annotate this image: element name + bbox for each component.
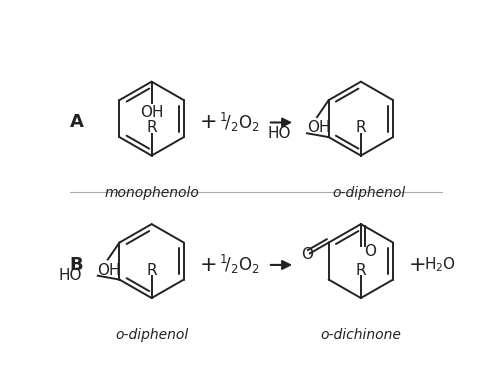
Text: B: B: [70, 256, 84, 274]
Text: o-diphenol: o-diphenol: [115, 328, 188, 342]
Text: +: +: [200, 113, 217, 133]
Text: +: +: [200, 255, 217, 275]
Text: OH: OH: [307, 121, 330, 135]
Text: O: O: [301, 247, 313, 262]
Text: O: O: [364, 244, 376, 259]
Text: R: R: [146, 263, 157, 278]
Text: OH: OH: [140, 105, 164, 120]
Text: o-dichinone: o-dichinone: [320, 328, 402, 342]
Text: $\mathregular{^{1}\!/_{2}}$O$_\mathregular{2}$: $\mathregular{^{1}\!/_{2}}$O$_\mathregul…: [219, 111, 260, 134]
Text: $\mathregular{^{1}\!/_{2}}$O$_\mathregular{2}$: $\mathregular{^{1}\!/_{2}}$O$_\mathregul…: [219, 254, 260, 276]
Text: monophenolo: monophenolo: [104, 186, 199, 200]
Text: HO: HO: [58, 268, 82, 283]
Text: R: R: [146, 121, 157, 135]
Text: o-diphenol: o-diphenol: [332, 186, 405, 200]
Text: R: R: [356, 121, 366, 135]
Text: HO: HO: [268, 126, 291, 141]
Text: H$_2$O: H$_2$O: [424, 255, 456, 274]
Text: OH: OH: [98, 263, 121, 278]
Text: +: +: [408, 255, 426, 275]
Text: R: R: [356, 263, 366, 278]
Text: A: A: [70, 113, 84, 132]
